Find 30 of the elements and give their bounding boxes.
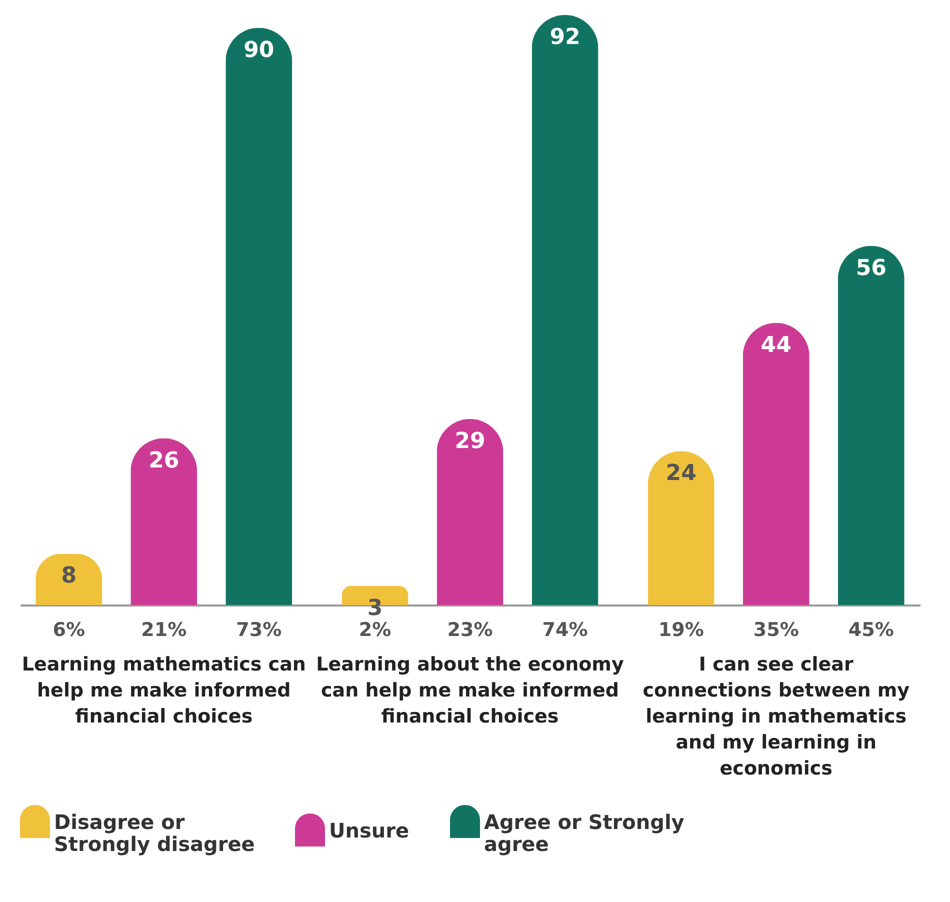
- text: 45%: [848, 619, 894, 641]
- legend-label: Disagree or Strongly disagree: [54, 810, 255, 856]
- text: 74%: [542, 619, 588, 641]
- bar: [838, 246, 904, 605]
- text: 73%: [236, 619, 282, 641]
- text: 21%: [141, 619, 187, 641]
- bar: [742, 322, 810, 605]
- bar: [648, 451, 714, 605]
- legend-label: Agree or Strongly agree: [484, 810, 684, 856]
- legend-label: Unsure: [329, 818, 410, 842]
- text: 23%: [447, 619, 493, 641]
- data-label: 92: [550, 25, 580, 50]
- data-label: 44: [760, 332, 792, 358]
- data-label: 90: [244, 38, 274, 63]
- bar: [226, 28, 292, 605]
- text: 2%: [358, 619, 392, 641]
- x-tick-label: Learning about the economy can help me make informed financial choices: [316, 654, 624, 728]
- data-label: 8: [61, 564, 77, 589]
- data-label: 26: [148, 448, 180, 474]
- x-tick-label: Learning mathematics can help me make informed financial choices: [22, 654, 306, 728]
- text: 19%: [658, 619, 704, 641]
- x-tick-label: I can see clear connections between my learning in mathematics and my learning in economics: [642, 654, 910, 780]
- bar: [436, 419, 504, 605]
- text: 35%: [753, 619, 799, 641]
- text: 6%: [52, 619, 86, 641]
- bar: [532, 15, 598, 605]
- data-label: 29: [454, 429, 486, 454]
- bar: [130, 438, 198, 605]
- data-label: 24: [666, 461, 696, 486]
- data-label: 56: [856, 256, 886, 281]
